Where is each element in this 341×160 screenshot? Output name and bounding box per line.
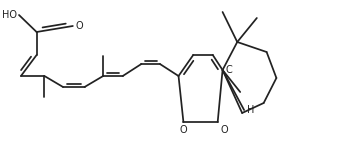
Text: H: H bbox=[247, 105, 254, 115]
Text: O: O bbox=[180, 125, 187, 135]
Text: O: O bbox=[221, 125, 228, 135]
Text: C: C bbox=[225, 65, 232, 75]
Text: O: O bbox=[76, 21, 84, 31]
Text: HO: HO bbox=[2, 10, 17, 20]
